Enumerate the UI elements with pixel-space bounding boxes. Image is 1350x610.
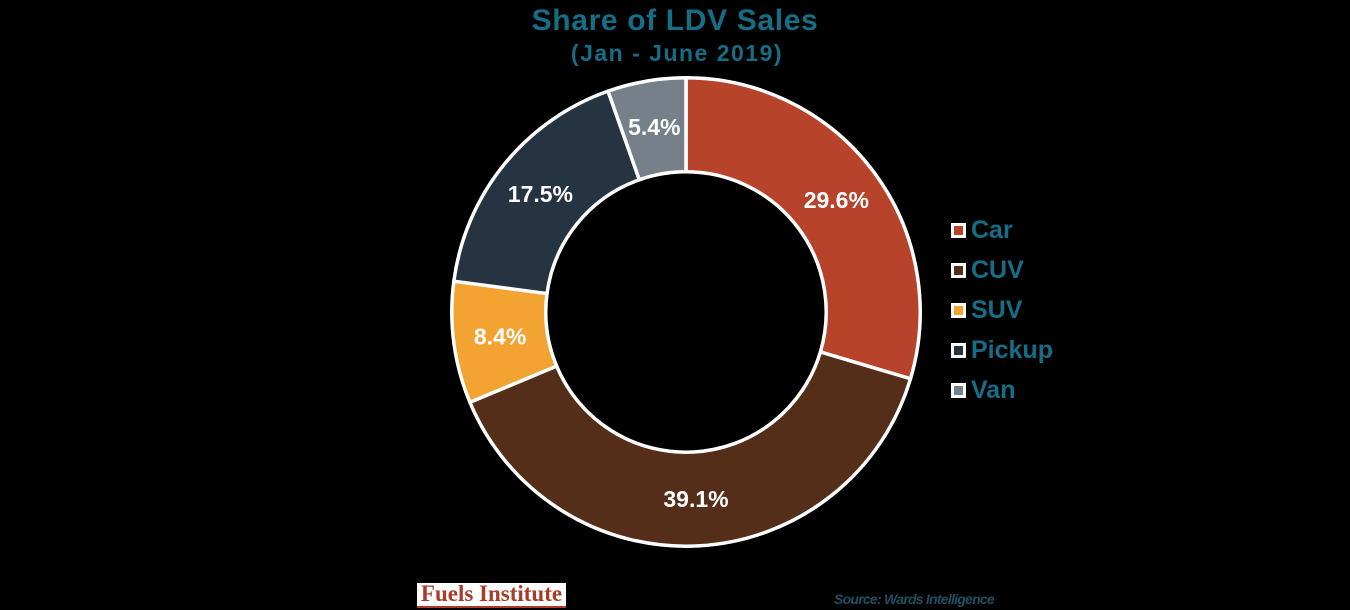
svg-text:5.4%: 5.4% [628, 114, 680, 140]
svg-text:17.5%: 17.5% [508, 181, 573, 207]
svg-text:39.1%: 39.1% [663, 486, 728, 512]
svg-text:29.6%: 29.6% [804, 187, 869, 213]
svg-text:8.4%: 8.4% [474, 324, 526, 350]
